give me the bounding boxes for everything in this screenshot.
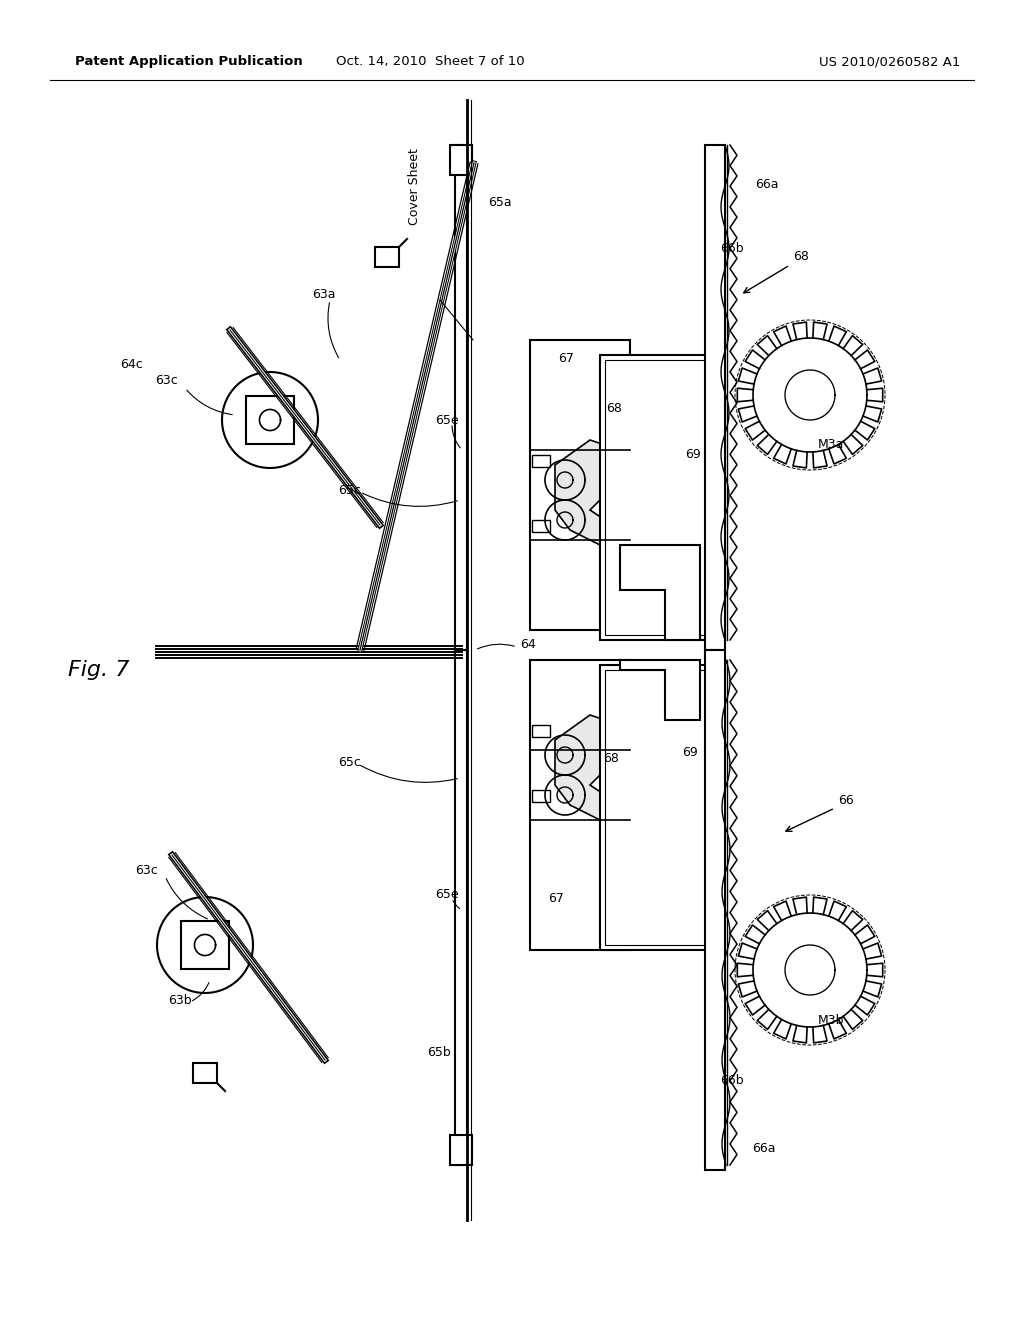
- Text: M3b: M3b: [818, 1014, 845, 1027]
- Bar: [181, 921, 229, 969]
- Text: 66a: 66a: [755, 178, 778, 191]
- Bar: [532, 455, 550, 467]
- Bar: [459, 647, 467, 648]
- Text: 63c: 63c: [135, 863, 158, 876]
- Bar: [459, 645, 467, 647]
- Text: 69: 69: [685, 449, 700, 462]
- Bar: [246, 396, 294, 444]
- Bar: [450, 1135, 472, 1166]
- Bar: [459, 651, 467, 652]
- Bar: [605, 360, 705, 635]
- Bar: [455, 649, 467, 1166]
- Bar: [450, 145, 472, 176]
- Polygon shape: [555, 715, 630, 820]
- Bar: [459, 656, 467, 657]
- Bar: [530, 341, 630, 630]
- Bar: [705, 145, 725, 649]
- Bar: [459, 653, 467, 655]
- Bar: [532, 520, 550, 532]
- Text: 66a: 66a: [752, 1142, 775, 1155]
- Text: 68: 68: [606, 401, 622, 414]
- Polygon shape: [620, 660, 700, 719]
- Text: 68: 68: [793, 251, 809, 264]
- Bar: [455, 145, 467, 649]
- Text: 63a: 63a: [312, 289, 336, 301]
- Text: 63b: 63b: [168, 994, 191, 1006]
- Text: 66b: 66b: [720, 242, 743, 255]
- Text: 64c: 64c: [120, 359, 142, 371]
- Bar: [532, 725, 550, 737]
- Text: 64: 64: [520, 638, 536, 651]
- Bar: [459, 655, 467, 656]
- Text: 67: 67: [548, 891, 564, 904]
- Text: 65e: 65e: [435, 413, 459, 426]
- Text: 65a: 65a: [488, 195, 512, 209]
- Text: Fig. 7: Fig. 7: [68, 660, 129, 680]
- Bar: [193, 1063, 217, 1082]
- Text: 65c: 65c: [338, 483, 360, 496]
- Bar: [605, 671, 705, 945]
- Bar: [705, 649, 725, 1170]
- Text: 66: 66: [838, 793, 854, 807]
- Text: 65e: 65e: [435, 888, 459, 902]
- Bar: [600, 355, 710, 640]
- Bar: [530, 660, 630, 950]
- Text: Patent Application Publication: Patent Application Publication: [75, 55, 303, 69]
- Text: M3a: M3a: [818, 438, 845, 451]
- Bar: [459, 652, 467, 653]
- Text: 65c: 65c: [338, 755, 360, 768]
- Text: US 2010/0260582 A1: US 2010/0260582 A1: [818, 55, 961, 69]
- Bar: [600, 665, 710, 950]
- Text: 66b: 66b: [720, 1073, 743, 1086]
- Bar: [375, 247, 399, 267]
- Text: 63c: 63c: [155, 374, 178, 387]
- Polygon shape: [620, 545, 700, 640]
- Bar: [459, 648, 467, 649]
- Text: 65b: 65b: [427, 1047, 451, 1060]
- Text: 67: 67: [558, 351, 573, 364]
- Text: Oct. 14, 2010  Sheet 7 of 10: Oct. 14, 2010 Sheet 7 of 10: [336, 55, 524, 69]
- Polygon shape: [555, 440, 630, 545]
- Text: 68: 68: [603, 751, 618, 764]
- Text: 69: 69: [682, 747, 697, 759]
- Text: Cover Sheet: Cover Sheet: [409, 148, 422, 224]
- Bar: [532, 789, 550, 803]
- Bar: [459, 649, 467, 651]
